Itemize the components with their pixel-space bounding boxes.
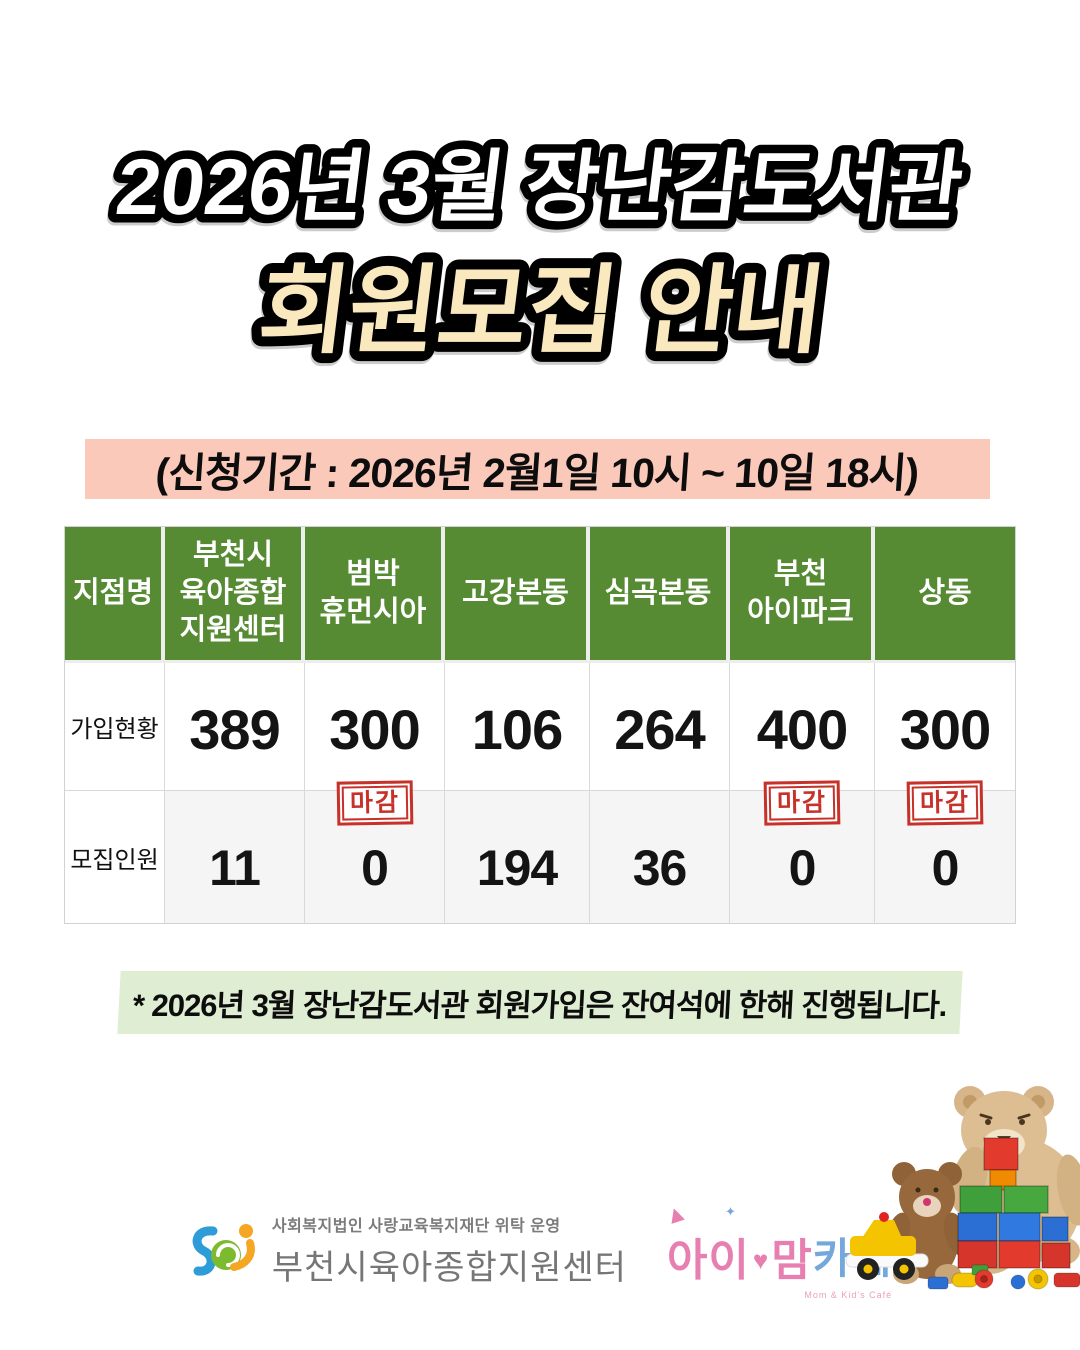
party-hat-icon: [667, 1205, 685, 1224]
membership-table: 지점명 부천시 육아종합 지원센터 범박 휴먼시아 고강본동 심곡본동 부천 아…: [64, 526, 1016, 924]
heart-icon: ♥: [752, 1245, 769, 1275]
cafe-logo-child: 아이: [666, 1235, 750, 1285]
recruitment-value: 11: [209, 840, 261, 896]
recruitment-cell: 마감 0: [730, 780, 875, 923]
note-text: * 2026년 3월 장난감도서관 회원가입은 잔여석에 한해 진행됩니다.: [117, 971, 963, 1034]
table-header-branch-ipark: 부천 아이파크: [730, 527, 875, 663]
row-label-text: 모집인원: [70, 846, 159, 874]
org-text-block: 사회복지법인 사랑교육복지재단 위탁 운영 부천시육아종합지원센터: [272, 1212, 627, 1289]
org-logo-block: 사회복지법인 사랑교육복지재단 위탁 운영 부천시육아종합지원센터: [188, 1212, 627, 1289]
closed-stamp: 마감: [763, 780, 841, 826]
note-row: * 2026년 3월 장난감도서관 회원가입은 잔여석에 한해 진행됩니다.: [0, 971, 1080, 1034]
recruitment-cell: 36: [590, 791, 730, 923]
cafe-logo-mom: 맘: [771, 1235, 813, 1285]
toys-illustration: [845, 1086, 1080, 1290]
application-period-banner: (신청기간 : 2026년 2월1일 10시 ~ 10일 18시): [85, 439, 990, 499]
recruitment-value: 194: [476, 840, 558, 896]
recruitment-value: 0: [931, 840, 960, 896]
current-members-cell: 400: [730, 663, 875, 791]
current-members-cell: 300: [305, 663, 445, 791]
current-members-value: 400: [756, 698, 848, 761]
closed-stamp: 마감: [336, 780, 413, 826]
org-name: 부천시육아종합지원센터: [271, 1249, 627, 1287]
org-logo-icon: [192, 1223, 255, 1276]
page-title-line1-svg: 2026년 3월 장난감도서관: [103, 134, 976, 240]
table-header-branch-gogang: 고강본동: [445, 527, 590, 663]
table-header-branch-simgok: 심곡본동: [590, 527, 730, 663]
row-label-recruitment: 모집인원: [65, 791, 165, 923]
row-label-current-members: 가입현황: [65, 663, 165, 791]
current-members-cell: 264: [590, 663, 730, 791]
cafe-logo-tagline: Mom & Kid's Café: [804, 1289, 893, 1300]
current-members-value: 264: [614, 698, 705, 761]
page-title-line2-svg: 회원모집 안내: [243, 246, 839, 375]
recruitment-value: 36: [632, 840, 688, 896]
building-blocks-icon: [957, 1137, 1071, 1269]
recruitment-value: 0: [788, 840, 817, 896]
current-members-cell: 300: [875, 663, 1015, 791]
current-members-value: 300: [329, 698, 420, 761]
org-tagline: 사회복지법인 사랑교육복지재단 위탁 운영: [271, 1218, 561, 1235]
toy-truck-icon: [845, 1212, 929, 1280]
table-header-branch-sangdong: 상동: [875, 527, 1015, 663]
page-title-line1: 2026년 3월 장난감도서관: [112, 142, 968, 231]
page-title-line2: 회원모집 안내: [253, 256, 829, 365]
recruitment-cell: 마감 0: [875, 780, 1015, 923]
footer: 사회복지법인 사랑교육복지재단 위탁 운영 부천시육아종합지원센터 ✦ 아이 ♥…: [0, 1204, 1080, 1300]
toy-pieces-icon: [927, 1264, 1080, 1290]
recruitment-cell: 마감 0: [305, 780, 445, 923]
current-members-value: 300: [899, 698, 991, 761]
current-members-cell: 389: [165, 663, 305, 791]
current-members-value: 389: [189, 698, 280, 761]
row-label-text: 가입현황: [70, 716, 159, 743]
recruitment-cell: 11: [165, 791, 305, 923]
recruitment-value: 0: [361, 840, 389, 896]
current-members-cell: 106: [445, 663, 590, 791]
table-corner-header: 지점명: [65, 527, 165, 663]
closed-stamp: 마감: [906, 780, 984, 826]
table-header-branch-bucheon-center: 부천시 육아종합 지원센터: [165, 527, 305, 663]
current-members-value: 106: [471, 698, 563, 761]
star-icon: ✦: [724, 1203, 736, 1219]
application-period-text: (신청기간 : 2026년 2월1일 10시 ~ 10일 18시): [154, 450, 921, 496]
table-header-branch-beombak: 범박 휴먼시아: [305, 527, 445, 663]
recruitment-cell: 194: [445, 791, 590, 923]
